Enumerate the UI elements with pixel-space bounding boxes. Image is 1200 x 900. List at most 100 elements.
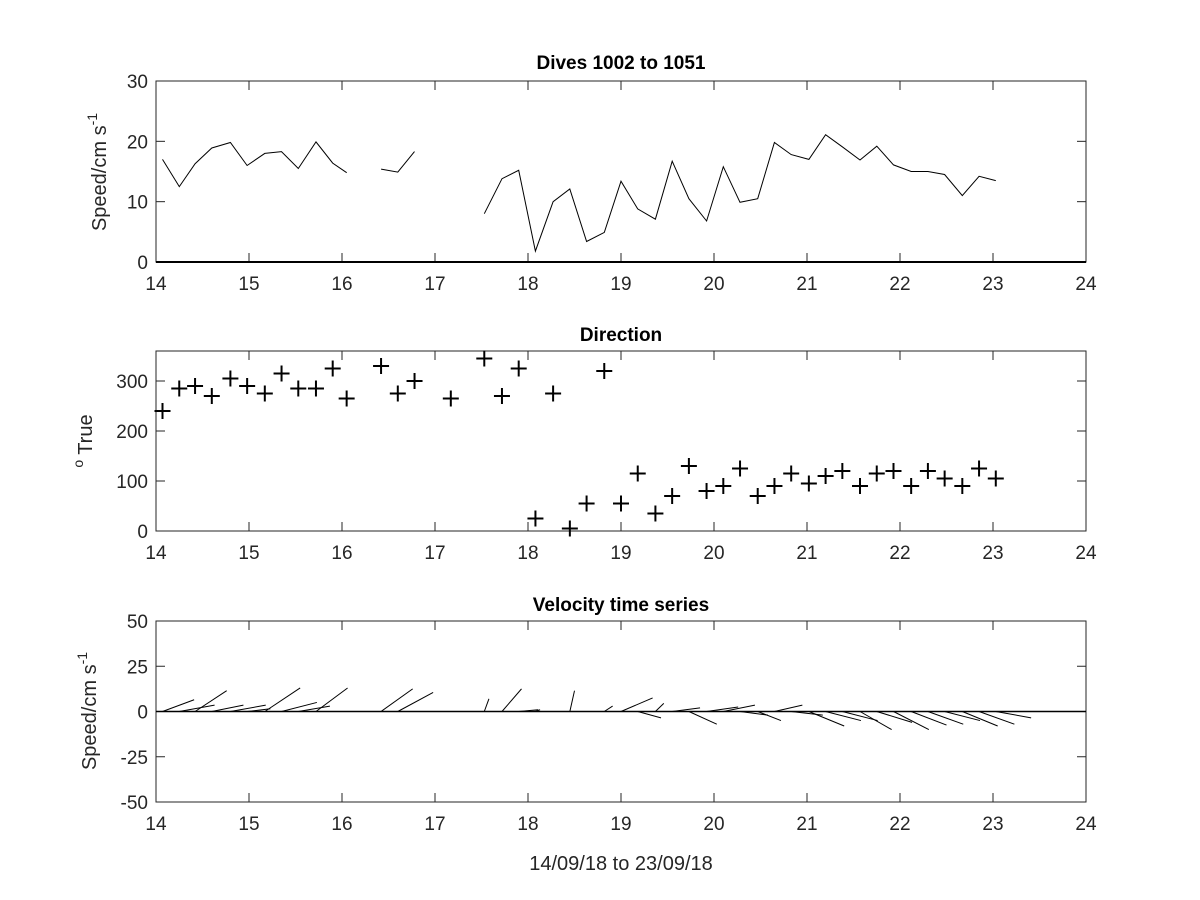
velocity-stick — [825, 711, 862, 722]
direction-point — [545, 385, 562, 402]
velocity-panel-ylabel: Speed/cm s-1 — [74, 652, 101, 770]
velocity-stick — [501, 688, 522, 712]
speed-x-tick-label: 16 — [331, 274, 352, 295]
velocity-stick — [298, 705, 330, 712]
velocity-stick — [978, 711, 1015, 725]
velocity-stick — [962, 711, 998, 727]
velocity-x-tick-label: 20 — [703, 814, 724, 835]
direction-x-tick-label: 23 — [982, 543, 1003, 564]
velocity-y-tick-label: 0 — [137, 703, 148, 724]
speed-x-tick-label: 18 — [517, 274, 538, 295]
direction-point — [307, 380, 324, 397]
speed-x-tick-label: 23 — [982, 274, 1003, 295]
velocity-stick — [893, 711, 930, 731]
velocity-stick — [688, 711, 717, 725]
velocity-x-tick-label: 18 — [517, 814, 538, 835]
velocity-x-tick-label: 15 — [238, 814, 259, 835]
direction-x-tick-label: 24 — [1075, 543, 1097, 564]
direction-point — [338, 390, 355, 407]
velocity-stick — [672, 707, 701, 712]
direction-y-tick-label: 200 — [116, 422, 148, 443]
direction-x-tick-label: 16 — [331, 543, 352, 564]
velocity-stick — [637, 711, 662, 719]
direction-point — [817, 468, 834, 484]
speed-x-tick-label: 21 — [796, 274, 817, 295]
direction-point — [868, 465, 885, 482]
direction-x-tick-label: 18 — [517, 543, 538, 564]
direction-point — [613, 495, 629, 512]
velocity-stick — [483, 698, 490, 712]
direction-point — [389, 385, 406, 402]
direction-point — [171, 380, 188, 397]
direction-x-tick-label: 15 — [238, 543, 259, 564]
velocity-stick — [706, 706, 739, 712]
direction-point — [766, 478, 783, 494]
velocity-stick — [247, 708, 271, 712]
direction-point — [800, 475, 817, 492]
direction-point — [971, 460, 988, 477]
direction-point — [954, 478, 971, 494]
speed-panel-title: Dives 1002 to 1051 — [536, 53, 705, 74]
speed-x-tick-label: 15 — [238, 274, 259, 295]
velocity-stick — [876, 711, 913, 723]
direction-x-tick-label: 20 — [703, 543, 724, 564]
speed-series-line — [162, 141, 347, 188]
speed-x-tick-label: 24 — [1075, 274, 1097, 295]
speed-y-tick-label: 30 — [127, 72, 148, 93]
direction-point — [834, 463, 851, 479]
velocity-panel-title: Velocity time series — [533, 595, 709, 616]
velocity-x-tick-label: 24 — [1075, 814, 1097, 835]
speed-axes-box — [155, 80, 1087, 263]
speed-y-tick-label: 0 — [137, 253, 148, 274]
velocity-x-tick-label: 16 — [331, 814, 352, 835]
direction-point — [493, 388, 510, 404]
direction-point — [629, 465, 646, 482]
speed-panel: Dives 1002 to 1051 Speed/cm s-1 14 15 16 17… — [84, 53, 1097, 295]
velocity-x-tick-label: 19 — [610, 814, 631, 835]
svg-text:Speed/cm s-1: Speed/cm s-1 — [74, 652, 101, 770]
velocity-stick — [995, 711, 1032, 719]
direction-point — [561, 520, 578, 537]
direction-point — [885, 463, 902, 479]
direction-point — [578, 495, 595, 512]
velocity-stick — [757, 711, 782, 722]
direction-point — [256, 385, 273, 402]
direction-point — [442, 390, 459, 407]
direction-point — [647, 505, 664, 522]
direction-point — [987, 470, 1004, 487]
velocity-x-tick-label: 22 — [889, 814, 910, 835]
direction-point — [203, 388, 220, 404]
speed-ylabel-text: Speed/cm s — [89, 125, 111, 231]
direction-point — [936, 470, 953, 487]
speed-series-line — [483, 133, 996, 253]
direction-point — [527, 510, 544, 527]
speed-y-tick-label: 10 — [127, 193, 148, 214]
direction-x-tick-label: 21 — [796, 543, 817, 564]
direction-ylabel-text: True — [75, 414, 97, 454]
velocity-stick — [739, 711, 769, 716]
speed-y-tick-label: 20 — [127, 132, 148, 153]
velocity-stick — [380, 688, 413, 712]
velocity-stick — [842, 711, 878, 722]
direction-panel: Direction o True 14 15 16 17 18 19 20 21 22 23 24 0 1… — [70, 325, 1097, 564]
direction-point — [476, 350, 493, 367]
speed-x-tick-label: 19 — [610, 274, 631, 295]
velocity-x-tick-label: 14 — [145, 814, 167, 835]
velocity-stick — [194, 690, 227, 712]
velocity-stick — [315, 687, 348, 712]
direction-x-tick-label: 17 — [424, 543, 445, 564]
velocity-stick — [655, 702, 665, 712]
figure-xlabel: 14/09/18 to 23/09/18 — [529, 853, 713, 875]
velocity-panel: Velocity time series Speed/cm s-1 14 15 16… — [74, 595, 1097, 835]
speed-ylabel-sup: -1 — [84, 113, 100, 126]
velocity-stick — [723, 704, 756, 712]
direction-point — [510, 360, 527, 377]
direction-point — [154, 403, 171, 419]
direction-x-tick-label: 22 — [889, 543, 910, 564]
speed-x-tick-label: 17 — [424, 274, 445, 295]
speed-x-tick-label: 14 — [145, 274, 167, 295]
direction-point — [919, 463, 936, 479]
direction-point — [406, 373, 423, 389]
direction-point — [324, 360, 341, 377]
velocity-stick — [397, 692, 434, 712]
